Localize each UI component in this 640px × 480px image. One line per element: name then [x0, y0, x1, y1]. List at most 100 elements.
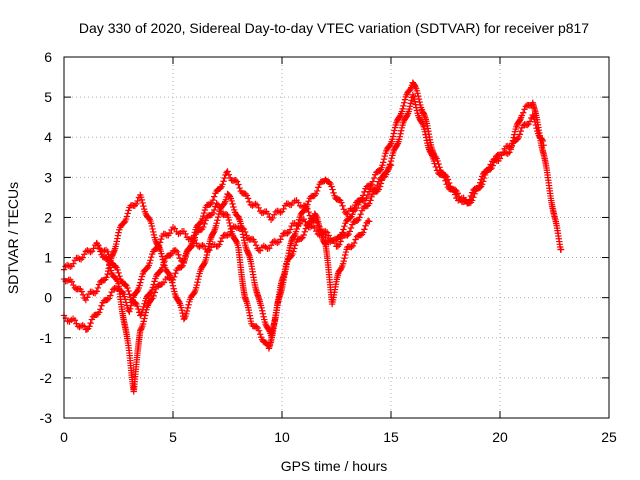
data-point — [428, 152, 436, 159]
data-point — [301, 228, 308, 236]
data-point — [305, 208, 312, 216]
data-point — [127, 302, 135, 309]
data-point — [141, 312, 149, 319]
data-point — [259, 307, 266, 314]
chart-title: Day 330 of 2020, Sidereal Day-to-day VTE… — [79, 20, 589, 36]
data-point — [138, 196, 146, 204]
data-point — [139, 199, 146, 207]
data-point — [381, 152, 388, 160]
data-point — [126, 308, 133, 315]
data-point — [221, 174, 228, 182]
data-point — [517, 127, 525, 135]
data-point — [128, 299, 135, 306]
data-point — [168, 250, 175, 257]
data-point — [496, 155, 504, 162]
data-point — [203, 251, 211, 259]
data-point — [141, 315, 148, 322]
data-point — [397, 130, 404, 137]
data-point — [201, 220, 208, 228]
data-point — [252, 242, 260, 249]
data-point — [443, 181, 450, 188]
data-point — [98, 302, 105, 309]
data-point — [349, 242, 357, 250]
data-point — [116, 272, 123, 280]
data-point — [209, 209, 217, 217]
series-0 — [60, 79, 565, 319]
data-point — [200, 209, 208, 217]
data-point — [232, 177, 239, 184]
data-point — [389, 133, 397, 140]
data-point — [516, 131, 524, 138]
data-point — [140, 318, 147, 325]
data-point — [389, 136, 396, 143]
data-point — [134, 302, 141, 310]
y-tick-label: -2 — [40, 370, 53, 386]
data-point — [230, 203, 237, 211]
data-point — [178, 307, 186, 314]
data-point — [475, 182, 483, 189]
data-point — [393, 141, 401, 149]
data-point — [137, 276, 145, 283]
data-point — [210, 193, 218, 200]
data-point — [88, 316, 96, 323]
data-point — [228, 197, 235, 205]
data-point — [244, 195, 252, 202]
data-point — [368, 193, 375, 201]
data-point — [464, 200, 471, 207]
data-point — [106, 264, 114, 271]
data-point — [199, 215, 206, 223]
data-point — [95, 309, 103, 316]
data-point — [341, 254, 348, 262]
data-point — [86, 323, 93, 330]
y-tick-labels: -3 -2 -1 0 1 2 3 4 5 6 — [40, 49, 53, 426]
data-point — [288, 222, 295, 230]
data-point — [79, 254, 86, 261]
data-point — [321, 240, 329, 247]
data-point — [225, 216, 233, 224]
data-point — [225, 171, 233, 178]
data-point — [418, 118, 425, 126]
data-point — [516, 117, 523, 124]
data-point — [264, 210, 272, 217]
data-point — [214, 201, 222, 208]
data-point — [330, 189, 337, 197]
data-point — [149, 225, 156, 233]
plot-frame — [63, 56, 610, 419]
data-point — [148, 222, 156, 230]
data-point — [135, 305, 142, 313]
data-point — [384, 168, 391, 175]
data-point — [398, 127, 405, 134]
data-point — [306, 212, 314, 219]
data-point — [150, 228, 157, 236]
data-point — [151, 278, 158, 285]
data-point — [148, 296, 155, 303]
data-point — [227, 222, 234, 230]
data-point — [411, 82, 419, 89]
data-point — [388, 154, 395, 162]
data-point — [149, 284, 157, 291]
data-point — [94, 284, 102, 292]
data-point — [207, 201, 214, 208]
data-point — [104, 248, 111, 255]
data-point — [97, 248, 104, 255]
data-point — [294, 222, 301, 230]
data-point — [451, 191, 459, 198]
data-point — [259, 310, 267, 317]
data-point — [184, 304, 191, 312]
data-point — [209, 196, 217, 204]
data-point — [137, 326, 145, 333]
data-point — [466, 196, 473, 203]
data-point — [105, 258, 112, 265]
data-point — [370, 174, 378, 182]
data-point — [255, 204, 262, 211]
data-point — [291, 245, 298, 252]
data-point — [213, 200, 220, 207]
data-point — [175, 298, 183, 306]
data-point — [172, 270, 179, 277]
data-point — [519, 109, 527, 116]
data-point — [103, 274, 110, 281]
x-tick-label: 20 — [492, 429, 508, 445]
data-point — [337, 238, 344, 245]
data-point — [379, 162, 386, 169]
data-point — [432, 163, 440, 171]
